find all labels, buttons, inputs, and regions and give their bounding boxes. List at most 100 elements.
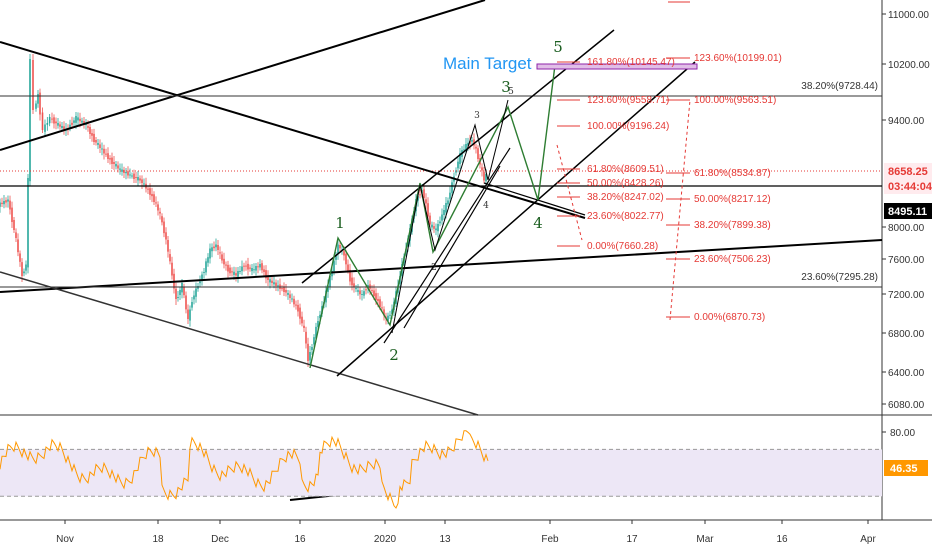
rsi-badge-label: 46.35: [890, 463, 918, 475]
candle-body: [59, 124, 61, 127]
candle-body: [48, 117, 51, 124]
candle-body: [3, 201, 5, 205]
fib-left-label: 161.80%(10145.47): [587, 57, 675, 68]
candle-body: [46, 123, 49, 125]
candle-body: [431, 224, 433, 228]
candle-body: [207, 257, 209, 263]
candle-body: [135, 177, 137, 178]
candle-body: [271, 280, 273, 283]
candle-body: [287, 293, 289, 295]
candle-body: [17, 239, 19, 253]
candle-body: [459, 153, 461, 165]
candle-body: [285, 290, 287, 293]
candle-body: [305, 331, 307, 344]
candle-body: [445, 203, 447, 213]
fib-left-label: 123.60%(9558.71): [587, 95, 669, 106]
candle-body: [175, 288, 177, 299]
candle-body: [361, 294, 363, 295]
candle-body: [51, 118, 53, 120]
candle-body: [299, 307, 301, 319]
candle-body: [115, 164, 117, 167]
candle-body: [351, 277, 353, 286]
candle-body: [79, 118, 81, 122]
candle-body: [355, 288, 357, 290]
candle-body: [457, 161, 459, 169]
candle-body: [5, 200, 7, 203]
rsi-line: [0, 430, 489, 509]
date-tick-label: 13: [439, 534, 451, 545]
candle-body: [233, 271, 235, 275]
candle-body: [221, 254, 223, 261]
candle-body: [149, 188, 151, 195]
candle-body: [389, 314, 391, 316]
candle-body: [239, 271, 241, 272]
candle-body: [55, 121, 57, 124]
candle-body: [91, 133, 93, 136]
candle-body: [485, 174, 487, 182]
rsi-badge-bg: [884, 460, 928, 476]
candle-body: [331, 271, 333, 277]
candle-body: [319, 314, 321, 319]
candle-body: [343, 251, 345, 256]
candle-body: [225, 264, 227, 266]
wave-label: 3: [501, 78, 511, 96]
candle-body: [44, 124, 46, 132]
fib-right-label: 0.00%(6870.73): [694, 312, 765, 323]
fib-right-label: 61.80%(8534.87): [694, 168, 771, 179]
candle-body: [295, 304, 297, 306]
fib-projection-dashed: [669, 99, 691, 321]
candle-body: [337, 244, 339, 254]
candle-body: [329, 276, 331, 287]
candle-body: [259, 264, 261, 268]
fib-left-label: 23.60%(8022.77): [587, 211, 664, 222]
candle-body: [315, 326, 317, 339]
candle-body: [81, 120, 83, 123]
candle-body: [19, 253, 21, 262]
candle-body: [231, 271, 233, 273]
candle-body: [327, 285, 329, 292]
candle-body: [32, 60, 34, 110]
candle-body: [41, 112, 44, 130]
candle-body: [439, 221, 441, 224]
candle-body: [163, 221, 165, 234]
fib-left-label: 100.00%(9196.24): [587, 121, 669, 132]
candle-body: [0, 202, 1, 207]
date-tick-label: 2020: [374, 534, 397, 545]
candle-body: [387, 315, 389, 322]
candle-body: [95, 140, 97, 143]
candle-body: [7, 199, 9, 202]
price-tick-label: 7200.00: [888, 290, 925, 301]
candle-body: [23, 271, 25, 274]
candle-body: [99, 144, 101, 148]
candle-body: [9, 200, 11, 210]
fibonacci-levels: 161.80%(10145.47) 123.60%(9558.71) 100.00%…: [557, 1, 878, 323]
price-tick-label: 8000.00: [888, 223, 925, 234]
candle-body: [211, 247, 213, 252]
candle-body: [29, 59, 31, 182]
fib-right-label: 38.20%(7899.38): [694, 220, 771, 231]
trend-line: [0, 0, 486, 151]
fib-global-label: 23.60%(7295.28): [801, 272, 878, 283]
candle-body: [261, 263, 263, 271]
candle-body: [291, 298, 293, 300]
candle-body: [35, 103, 37, 109]
price-tick-label: 6400.00: [888, 368, 925, 379]
wave-label: 1: [335, 214, 345, 232]
candle-body: [85, 124, 87, 125]
candle-body: [317, 321, 319, 328]
candle-body: [213, 246, 215, 249]
candle-body: [477, 148, 479, 159]
candle-body: [425, 199, 427, 204]
candle-body: [441, 214, 443, 221]
candle-body: [167, 240, 169, 252]
candle-body: [93, 133, 95, 142]
drawings: [0, 0, 883, 501]
candle-body: [365, 289, 367, 291]
candle-body: [409, 228, 411, 241]
candle-body: [129, 174, 131, 176]
candle-body: [75, 116, 77, 123]
candle-body: [185, 295, 187, 310]
candle-body: [69, 124, 71, 129]
candle-body: [203, 272, 205, 273]
